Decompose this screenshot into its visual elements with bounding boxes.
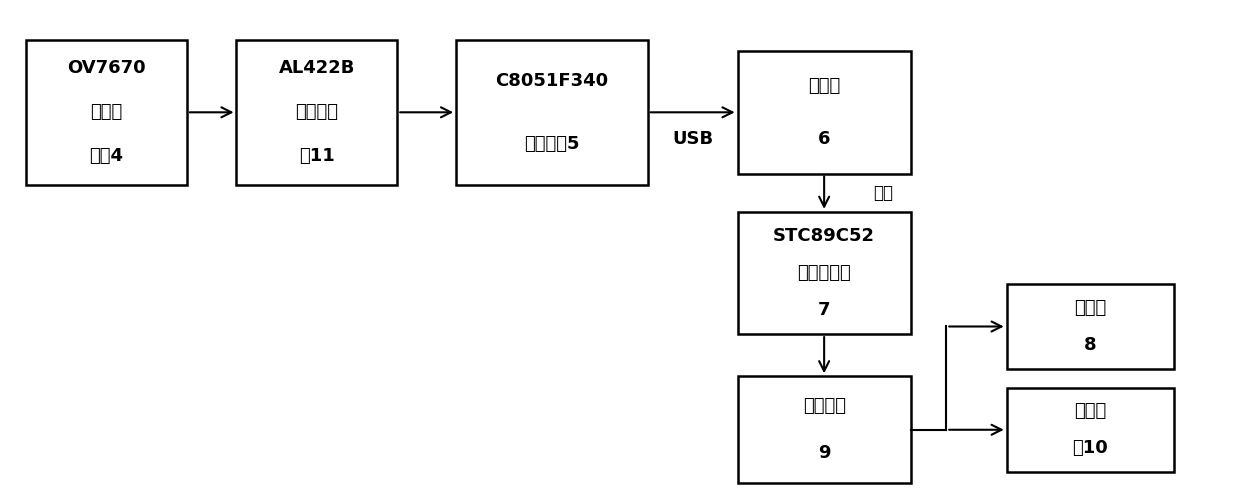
Text: OV7670: OV7670 (67, 60, 146, 78)
Text: 感器4: 感器4 (89, 148, 124, 166)
Text: C8051F340: C8051F340 (496, 72, 609, 90)
Text: 8: 8 (1084, 336, 1096, 354)
Text: STC89C52: STC89C52 (774, 227, 875, 245)
FancyBboxPatch shape (738, 376, 910, 484)
Text: 图像传: 图像传 (91, 104, 123, 122)
FancyBboxPatch shape (1007, 388, 1173, 472)
Text: 上位机: 上位机 (808, 76, 841, 94)
Text: 高压喷枪: 高压喷枪 (802, 398, 846, 415)
Text: 6: 6 (818, 130, 831, 148)
Text: 串口: 串口 (874, 184, 894, 202)
Text: 器11: 器11 (299, 148, 335, 166)
FancyBboxPatch shape (738, 212, 910, 334)
Text: 道10: 道10 (1073, 439, 1109, 457)
FancyBboxPatch shape (26, 40, 187, 185)
Text: 微处理器5: 微处理器5 (525, 135, 580, 153)
FancyBboxPatch shape (237, 40, 397, 185)
Text: 煤通道: 煤通道 (1074, 299, 1106, 317)
Text: USB: USB (672, 130, 713, 148)
Text: 9: 9 (818, 444, 831, 462)
Text: 分选控制器: 分选控制器 (797, 264, 851, 282)
Text: 7: 7 (818, 301, 831, 319)
FancyBboxPatch shape (456, 40, 647, 185)
Text: 矸石通: 矸石通 (1074, 402, 1106, 420)
Text: AL422B: AL422B (279, 60, 355, 78)
FancyBboxPatch shape (1007, 284, 1173, 368)
FancyBboxPatch shape (738, 51, 910, 174)
Text: 图像采集: 图像采集 (295, 104, 339, 122)
